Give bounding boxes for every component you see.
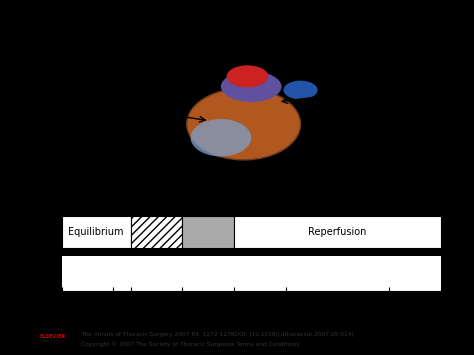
Text: Cardioplegia: Cardioplegia [182, 274, 235, 283]
Text: Reperfusion: Reperfusion [308, 227, 366, 237]
Ellipse shape [221, 71, 282, 102]
Text: Copyright © 2007 The Society of Thoracic Surgeons Terms and Conditions: Copyright © 2007 The Society of Thoracic… [81, 342, 299, 347]
Ellipse shape [187, 88, 301, 160]
Text: Fig 1: Fig 1 [222, 20, 252, 33]
Ellipse shape [191, 119, 251, 157]
Bar [234, 216, 441, 248]
Text: The Annals of Thoracic Surgery 2007 84, 1272-1278DOI: (10.1016/j.athoracsur.2007: The Annals of Thoracic Surgery 2007 84, … [81, 332, 353, 337]
Text: Global
Ischemia Zone: Global Ischemia Zone [329, 60, 409, 82]
Text: Time (minutes): Time (minutes) [214, 313, 288, 323]
Ellipse shape [227, 65, 268, 87]
Bar [182, 216, 234, 248]
Text: Global
Ischemia: Global Ischemia [189, 194, 227, 213]
Text: ELSEVIER: ELSEVIER [39, 334, 65, 339]
Ellipse shape [283, 81, 318, 99]
Bar [62, 216, 130, 248]
Bar [130, 216, 182, 248]
Text: Regional
Ischemia Zone: Regional Ischemia Zone [90, 77, 170, 99]
Text: Equilibrium: Equilibrium [68, 227, 124, 237]
Text: Cannulation: Cannulation [58, 274, 109, 283]
Text: Regional
Ischemia: Regional Ischemia [137, 194, 175, 213]
